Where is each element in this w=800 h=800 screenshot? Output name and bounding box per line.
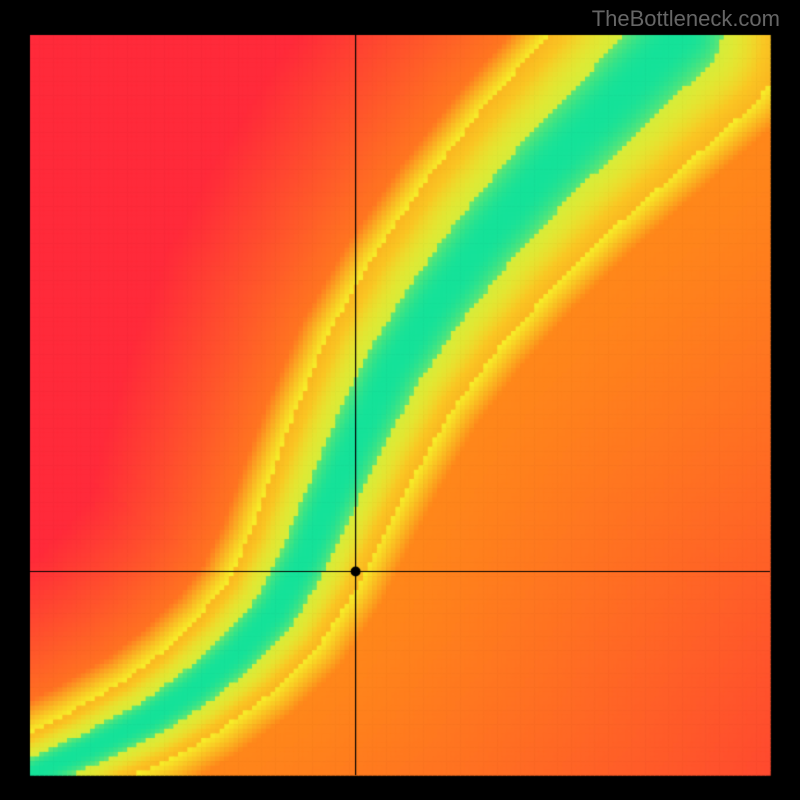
bottleneck-heatmap	[0, 0, 800, 800]
watermark-text: TheBottleneck.com	[592, 6, 780, 32]
chart-container: TheBottleneck.com	[0, 0, 800, 800]
